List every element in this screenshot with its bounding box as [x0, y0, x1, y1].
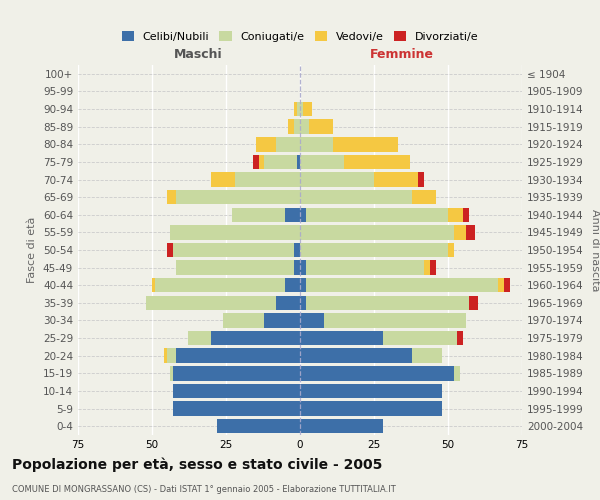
Bar	[300, 172, 374, 186]
Text: Popolazione per età, sesso e stato civile - 2005: Popolazione per età, sesso e stato civil…	[12, 458, 382, 472]
Bar	[285, 208, 300, 222]
Bar	[164, 348, 167, 363]
Bar	[294, 120, 300, 134]
Bar	[173, 402, 300, 416]
Bar	[173, 384, 300, 398]
Bar	[300, 419, 383, 434]
Bar	[309, 120, 332, 134]
Bar	[294, 243, 300, 257]
Bar	[300, 314, 323, 328]
Bar	[232, 208, 285, 222]
Bar	[223, 314, 265, 328]
Bar	[300, 331, 383, 345]
Bar	[146, 296, 277, 310]
Bar	[155, 278, 285, 292]
Bar	[170, 225, 300, 240]
Bar	[300, 366, 454, 380]
Bar	[374, 172, 418, 186]
Bar	[430, 260, 436, 275]
Bar	[454, 366, 460, 380]
Bar	[306, 208, 448, 222]
Bar	[300, 260, 306, 275]
Bar	[277, 137, 300, 152]
Bar	[300, 348, 412, 363]
Bar	[383, 331, 457, 345]
Bar	[217, 419, 300, 434]
Text: Maschi: Maschi	[173, 48, 222, 62]
Bar	[277, 296, 300, 310]
Bar	[300, 296, 306, 310]
Bar	[152, 278, 155, 292]
Y-axis label: Fasce di età: Fasce di età	[28, 217, 37, 283]
Bar	[300, 102, 303, 117]
Bar	[463, 208, 469, 222]
Bar	[294, 102, 297, 117]
Bar	[306, 260, 424, 275]
Bar	[176, 348, 300, 363]
Bar	[173, 243, 294, 257]
Bar	[469, 296, 478, 310]
Bar	[344, 154, 410, 169]
Bar	[285, 278, 300, 292]
Bar	[454, 225, 466, 240]
Bar	[300, 278, 306, 292]
Bar	[412, 348, 442, 363]
Bar	[300, 402, 442, 416]
Bar	[300, 120, 309, 134]
Bar	[306, 278, 499, 292]
Bar	[297, 154, 300, 169]
Text: COMUNE DI MONGRASSANO (CS) - Dati ISTAT 1° gennaio 2005 - Elaborazione TUTTITALI: COMUNE DI MONGRASSANO (CS) - Dati ISTAT …	[12, 485, 396, 494]
Bar	[188, 331, 211, 345]
Bar	[300, 243, 448, 257]
Bar	[294, 260, 300, 275]
Bar	[418, 172, 424, 186]
Bar	[300, 137, 332, 152]
Bar	[288, 120, 294, 134]
Bar	[412, 190, 436, 204]
Bar	[457, 331, 463, 345]
Bar	[448, 243, 454, 257]
Bar	[297, 102, 300, 117]
Bar	[167, 243, 173, 257]
Bar	[300, 154, 344, 169]
Text: Femmine: Femmine	[370, 48, 434, 62]
Bar	[448, 208, 463, 222]
Bar	[176, 260, 294, 275]
Bar	[499, 278, 504, 292]
Bar	[300, 384, 442, 398]
Bar	[256, 137, 277, 152]
Bar	[300, 225, 454, 240]
Bar	[300, 208, 306, 222]
Bar	[253, 154, 259, 169]
Bar	[466, 225, 475, 240]
Bar	[211, 331, 300, 345]
Bar	[265, 314, 300, 328]
Bar	[265, 154, 297, 169]
Bar	[303, 102, 312, 117]
Bar	[167, 348, 176, 363]
Bar	[504, 278, 510, 292]
Bar	[332, 137, 398, 152]
Bar	[424, 260, 430, 275]
Bar	[259, 154, 265, 169]
Y-axis label: Anni di nascita: Anni di nascita	[590, 209, 600, 291]
Bar	[176, 190, 300, 204]
Bar	[323, 314, 466, 328]
Bar	[173, 366, 300, 380]
Bar	[170, 366, 173, 380]
Bar	[167, 190, 176, 204]
Bar	[211, 172, 235, 186]
Bar	[306, 296, 469, 310]
Bar	[300, 190, 412, 204]
Bar	[235, 172, 300, 186]
Legend: Celibi/Nubili, Coniugati/e, Vedovi/e, Divorziati/e: Celibi/Nubili, Coniugati/e, Vedovi/e, Di…	[118, 28, 482, 45]
